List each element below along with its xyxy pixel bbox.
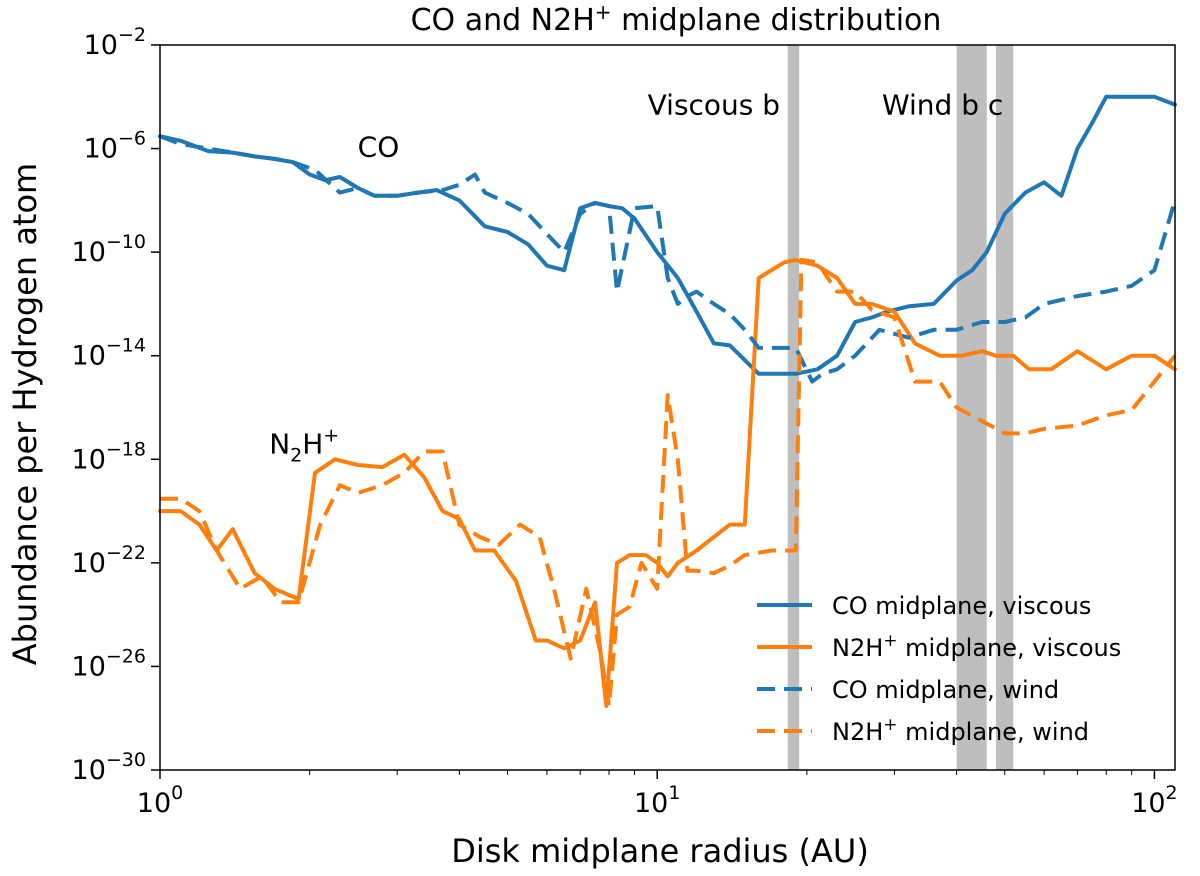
annotation-viscous-b: Viscous b: [648, 89, 780, 122]
plot-area: Viscous b Wind b c CO N2H+: [158, 45, 1177, 770]
y-tick-label-5: 10−14: [72, 335, 146, 372]
x-tick-label-1: 100: [137, 782, 183, 819]
legend-label-4: N2H+ midplane, wind: [832, 715, 1089, 746]
y-tick-label-6: 10−10: [72, 231, 146, 268]
band-2: [956, 45, 987, 770]
legend-label-2: N2H+ midplane, viscous: [832, 631, 1121, 662]
annotation-co-label: CO: [358, 131, 400, 164]
y-tick-label-1: 10−30: [72, 749, 146, 786]
x-tick-label-2: 101: [634, 782, 680, 819]
series-line-4: [160, 257, 1177, 708]
annotation-n2h-label: N2H+: [269, 425, 339, 467]
series-line-1: [158, 94, 1177, 376]
series-line-3: [159, 134, 1177, 384]
band-1: [787, 45, 800, 770]
x-axis-label: Disk midplane radius (AU): [451, 832, 869, 870]
legend: CO midplane, viscous N2H+ midplane, visco…: [757, 592, 1121, 746]
chart-title: CO and N2H+ midplane distribution: [411, 0, 942, 38]
y-axis-label: Abundance per Hydrogen atom: [6, 163, 44, 665]
x-tick-label-3: 102: [1131, 782, 1177, 819]
legend-label-3: CO midplane, wind: [832, 676, 1059, 704]
y-tick-label-7: 10−6: [84, 128, 146, 165]
axes-frame: [159, 44, 1176, 771]
annotation-wind-b-c: Wind b c: [882, 89, 1003, 122]
y-tick-label-2: 10−26: [72, 645, 146, 682]
axes: 100 101 102 10−30 10−26 10−22 10−18 10−14 10−10 1…: [72, 24, 1178, 819]
series-line-2: [158, 257, 1177, 708]
y-tick-label-8: 10−2: [84, 24, 146, 61]
y-tick-label-4: 10−18: [72, 438, 146, 475]
y-tick-label-3: 10−22: [72, 542, 146, 579]
legend-label-1: CO midplane, viscous: [832, 592, 1091, 620]
